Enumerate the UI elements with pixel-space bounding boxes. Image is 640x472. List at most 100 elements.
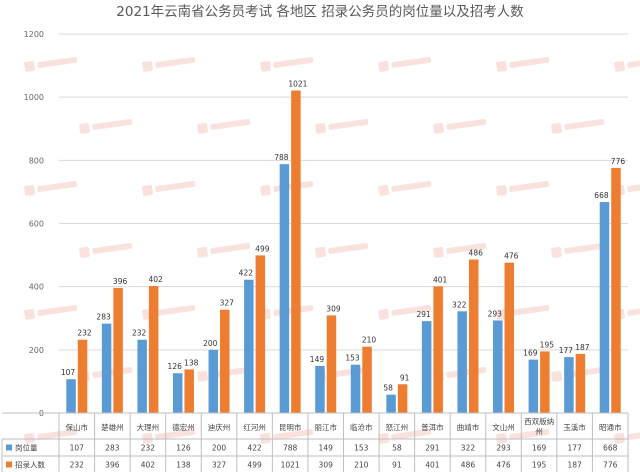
category-label: 玉溪市 xyxy=(563,422,586,432)
bar xyxy=(421,321,432,413)
data-label: 396 xyxy=(113,277,128,286)
bar xyxy=(564,357,574,413)
category-label: 曲靖市 xyxy=(457,422,480,432)
category-label: 昭通市 xyxy=(599,422,622,432)
watermark-logo xyxy=(614,428,640,444)
legend-swatch xyxy=(6,444,12,451)
data-label: 1021 xyxy=(288,80,307,89)
data-table: 保山市 楚雄州 大理州 德宏州 迪庆州 红河州 昆明市 丽江市 临沧市 怒江州 普洱市 曲靖市 文山州西… xyxy=(1,412,629,472)
legend-swatch xyxy=(6,461,12,468)
data-label: 668 xyxy=(594,191,609,200)
legend-label: 岗位量 xyxy=(15,443,38,453)
data-label: 195 xyxy=(540,340,555,349)
watermark-logo xyxy=(24,180,78,196)
watermark-logo xyxy=(315,118,369,134)
bar xyxy=(362,346,372,413)
data-label: 138 xyxy=(184,358,199,367)
category-label: 保山市 xyxy=(66,422,89,432)
data-label: 283 xyxy=(96,313,111,322)
table-cell: 486 xyxy=(461,461,476,470)
category-label: 迪庆州 xyxy=(208,422,231,432)
bar xyxy=(326,315,337,413)
watermark-logo xyxy=(197,118,251,134)
table-cell: 169 xyxy=(532,444,547,453)
table-cell: 291 xyxy=(425,444,440,453)
data-label: 169 xyxy=(523,349,538,358)
table-cell: 200 xyxy=(212,444,227,453)
table-cell: 126 xyxy=(176,444,191,453)
watermark-logo xyxy=(79,118,133,134)
y-tick-label: 1000 xyxy=(24,93,44,102)
data-label: 187 xyxy=(575,343,590,352)
watermark-logo xyxy=(551,118,605,134)
data-label: 126 xyxy=(168,362,183,371)
table-cell: 232 xyxy=(141,444,156,453)
table-cell: 293 xyxy=(496,444,511,453)
table-cell: 499 xyxy=(247,461,262,470)
watermark-logo xyxy=(378,304,432,320)
bar xyxy=(315,365,325,413)
watermark-logo xyxy=(142,180,196,196)
data-label: 322 xyxy=(452,300,467,309)
data-label: 153 xyxy=(345,354,360,363)
watermark-logo xyxy=(24,56,78,72)
bar xyxy=(77,339,88,413)
category-label: 西双版纳 xyxy=(524,416,554,426)
data-label: 486 xyxy=(469,249,484,258)
table-cell: 107 xyxy=(70,444,85,453)
table-cell: 210 xyxy=(354,461,369,470)
table-cell: 283 xyxy=(105,444,120,453)
watermark-logo xyxy=(496,56,550,72)
bar xyxy=(504,262,515,413)
data-label: 776 xyxy=(611,157,626,166)
data-label: 107 xyxy=(61,368,76,377)
table-cell: 309 xyxy=(319,461,334,470)
bar xyxy=(575,353,586,413)
bar xyxy=(457,311,467,413)
bar xyxy=(66,379,76,413)
data-label: 402 xyxy=(148,275,163,284)
table-cell: 668 xyxy=(603,444,618,453)
category-label: 楚雄州 xyxy=(101,422,124,432)
category-label: 普洱市 xyxy=(421,422,444,432)
bar xyxy=(148,286,159,413)
bar xyxy=(137,339,147,413)
watermark-logo xyxy=(142,56,196,72)
category-label: 丽江市 xyxy=(314,422,337,432)
watermark-logo xyxy=(315,242,369,258)
table-cell: 177 xyxy=(567,444,582,453)
watermark-logo xyxy=(496,180,550,196)
table-cell: 327 xyxy=(212,461,227,470)
chart-title: 2021年云南省公务员考试 各地区 招录公务员的岗位量以及招考人数 xyxy=(116,4,524,20)
y-tick-label: 600 xyxy=(29,220,44,229)
table-cell: 396 xyxy=(105,461,120,470)
data-label: 422 xyxy=(239,269,254,278)
bar xyxy=(599,202,610,413)
bar xyxy=(208,349,219,413)
watermark-logo xyxy=(496,428,550,444)
table-cell: 476 xyxy=(496,461,511,470)
data-label: 788 xyxy=(274,153,289,162)
bar xyxy=(386,394,396,413)
y-axis: 020040060080010001200 xyxy=(24,30,44,418)
table-cell: 149 xyxy=(319,444,334,453)
watermark-logo xyxy=(24,428,78,444)
watermark-logo xyxy=(433,242,487,258)
data-label: 210 xyxy=(362,336,377,345)
bar xyxy=(244,279,254,413)
table-cell: 776 xyxy=(603,461,618,470)
data-label: 91 xyxy=(400,373,410,382)
category-label: 德宏州 xyxy=(172,422,195,432)
bar xyxy=(540,351,550,413)
table-cell: 1021 xyxy=(281,461,300,470)
bar xyxy=(350,364,361,413)
data-label: 149 xyxy=(310,355,325,364)
bar xyxy=(433,286,443,413)
y-tick-label: 400 xyxy=(29,283,44,292)
bar xyxy=(528,359,539,413)
data-label: 232 xyxy=(132,329,147,338)
category-label: 临沧市 xyxy=(350,422,373,432)
bar xyxy=(184,369,194,413)
watermark-logo xyxy=(378,428,432,444)
